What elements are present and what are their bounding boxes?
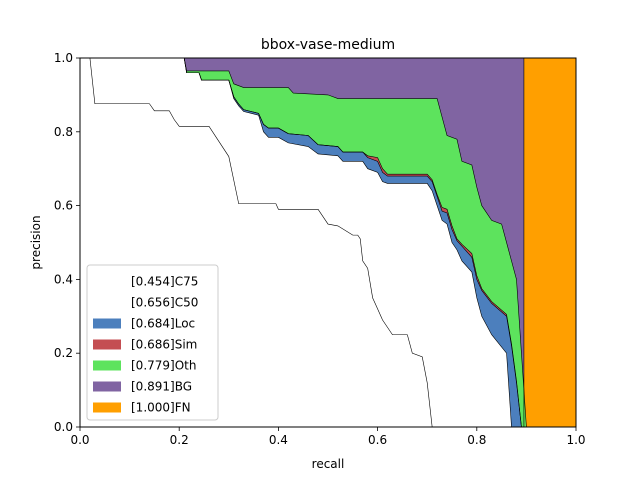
y-tick-label: 1.0 — [54, 51, 73, 65]
legend-label-oth: [0.779]Oth — [131, 359, 196, 373]
legend-swatch-c50 — [93, 297, 121, 308]
outline-loc — [80, 57, 522, 428]
chart-title: bbox-vase-medium — [261, 37, 395, 53]
y-tick-label: 0.4 — [54, 272, 73, 286]
legend-swatch-loc — [93, 318, 121, 329]
legend-label-c75: [0.454]C75 — [131, 275, 198, 289]
legend-label-fn: [1.000]FN — [131, 401, 191, 415]
x-tick-label: 0.0 — [70, 433, 89, 447]
x-tick-label: 1.0 — [566, 433, 585, 447]
x-tick-label: 0.8 — [467, 433, 486, 447]
plot-frame — [79, 57, 577, 428]
x-tick-label: 0.2 — [170, 433, 189, 447]
legend-swatch-fn — [93, 402, 121, 413]
outline-c50 — [80, 57, 512, 428]
legend: [0.454]C75 [0.656]C50 [0.684]Loc [0.686]Sim… — [86, 264, 219, 421]
legend-swatch-oth — [93, 360, 121, 371]
outline-c75 — [80, 57, 433, 428]
x-tick-label: 0.6 — [368, 433, 387, 447]
legend-label-sim: [0.686]Sim — [131, 338, 197, 352]
x-axis-label: recall — [312, 457, 345, 471]
y-axis-label: precision — [29, 215, 43, 269]
y-tick-label: 0.2 — [54, 346, 73, 360]
x-tick-label: 0.4 — [269, 433, 288, 447]
legend-swatch-bg — [93, 381, 121, 392]
x-axis-ticks: 0.0 0.2 0.4 0.6 0.8 1.0 — [70, 427, 586, 447]
y-tick-label: 0.0 — [54, 420, 73, 434]
y-tick-label: 0.8 — [54, 125, 73, 139]
legend-label-c50: [0.656]C50 — [131, 296, 198, 310]
legend-swatch-sim — [93, 339, 121, 350]
y-tick-label: 0.6 — [54, 199, 73, 213]
legend-label-bg: [0.891]BG — [131, 380, 192, 394]
legend-swatch-c75 — [93, 276, 121, 287]
outline-oth — [80, 57, 527, 428]
legend-label-loc: [0.684]Loc — [131, 317, 195, 331]
y-axis-ticks: 0.0 0.2 0.4 0.6 0.8 1.0 — [54, 51, 80, 434]
